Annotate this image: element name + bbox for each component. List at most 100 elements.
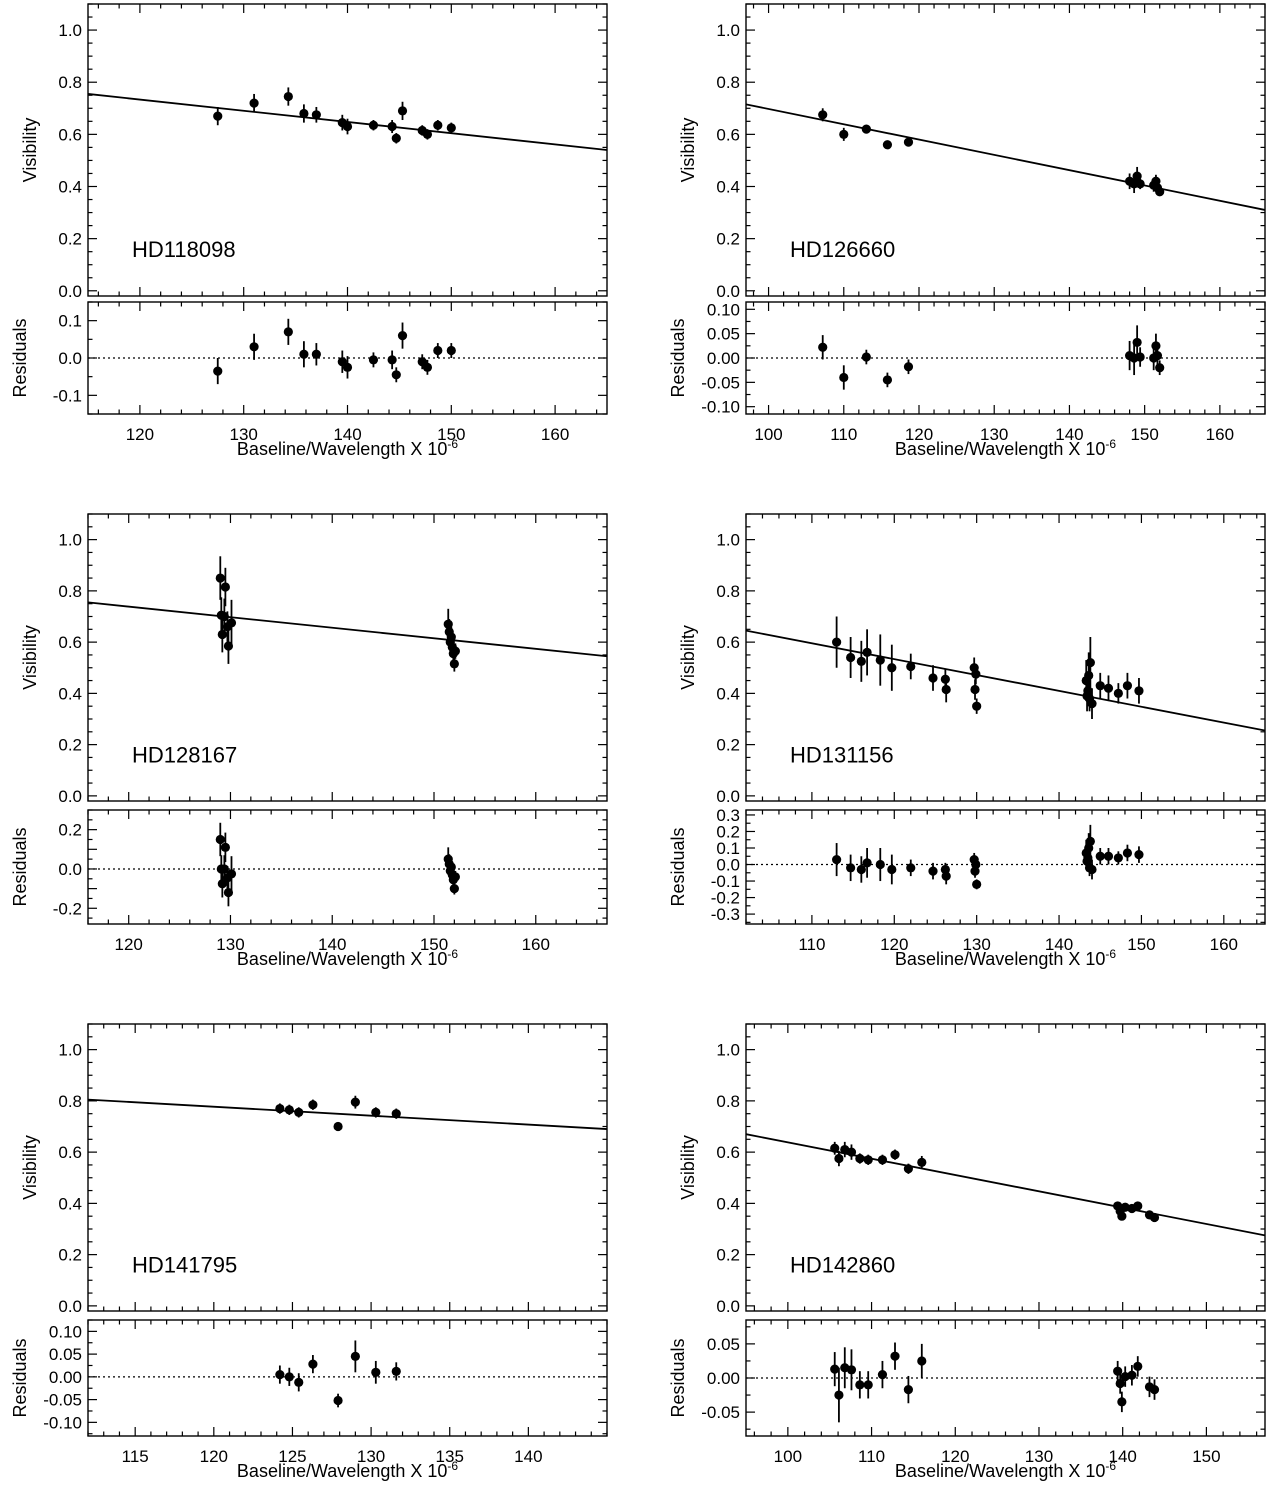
chart-4-top-frame [87, 1023, 608, 1312]
data-point [1127, 1370, 1137, 1380]
chart-1-top-ytick-label: 0.2 [716, 230, 740, 249]
data-point [226, 618, 237, 628]
x-axis-label: Baseline/Wavelength X 10-6 [895, 1459, 1116, 1481]
data-point [433, 345, 443, 356]
x-tick-label: 140 [514, 1447, 542, 1466]
data-point [834, 1153, 844, 1164]
data-point [1095, 851, 1105, 861]
x-tick-label: 140 [1045, 935, 1073, 954]
star-label: HD118098 [132, 237, 236, 262]
x-tick-label: 110 [798, 935, 825, 954]
chart-5-res-ytick-label: 0.05 [707, 1335, 740, 1354]
data-point [1087, 864, 1097, 875]
chart-0-top-plot-area [88, 87, 607, 151]
data-point [882, 375, 893, 385]
data-point [397, 331, 408, 341]
data-point [941, 871, 951, 881]
data-point [890, 1351, 900, 1361]
data-point [839, 129, 849, 139]
data-point [308, 1100, 318, 1110]
fit-line [746, 629, 1265, 732]
data-point [368, 355, 379, 365]
x-tick-label: 150 [437, 425, 465, 444]
fit-line [88, 1098, 607, 1130]
data-point [391, 1366, 401, 1377]
data-point [1135, 179, 1145, 189]
chart-2-top-ylabel: Visibility [20, 625, 40, 690]
data-point [446, 632, 456, 642]
data-point [371, 1107, 381, 1118]
chart-2-res-ylabel: Residuals [10, 827, 30, 906]
data-point [1103, 851, 1114, 861]
x-tick-label: 120 [880, 935, 908, 954]
data-point [971, 859, 981, 870]
x-tick-label: 130 [357, 1447, 385, 1466]
data-point [1135, 352, 1145, 362]
data-point [1151, 341, 1161, 351]
data-point [818, 110, 828, 120]
chart-2-top-ytick-label: 0.4 [58, 684, 82, 703]
chart-2-top-frame [87, 513, 608, 802]
data-point [350, 1097, 360, 1107]
chart-4-res-frame [87, 1319, 608, 1437]
data-point [350, 1351, 360, 1361]
chart-0-res-ytick-label: -0.1 [53, 386, 82, 405]
x-tick-label: 135 [436, 1447, 464, 1466]
data-point [368, 120, 379, 130]
data-point [391, 370, 401, 380]
data-point [311, 110, 321, 120]
chart-5-top-ytick-label: 0.4 [716, 1194, 740, 1213]
data-point [1133, 1361, 1143, 1371]
chart-3-res-ytick-label: -0.2 [711, 889, 740, 908]
data-point [311, 349, 321, 359]
data-point [875, 859, 885, 870]
x-tick-label: 140 [318, 935, 346, 954]
chart-3-top-ytick-label: 0.6 [716, 633, 740, 652]
data-point [863, 1155, 873, 1165]
data-point [299, 108, 309, 119]
data-point [215, 573, 225, 583]
data-point [906, 661, 916, 672]
chart-panel-HD142860: 0.0 0.2 0.4 0.6 0.8 1.0 Visibility HD142860 -0.0… [668, 1023, 1266, 1481]
chart-3-top-frame [745, 513, 1266, 802]
data-point [1095, 681, 1105, 691]
data-point [906, 863, 916, 873]
data-point [1149, 1212, 1160, 1223]
data-point [830, 1364, 840, 1374]
data-point [1122, 848, 1133, 858]
data-point [1113, 688, 1123, 698]
data-point [449, 659, 459, 669]
chart-4-res-ylabel: Residuals [10, 1338, 30, 1417]
data-point [917, 1157, 927, 1167]
x-tick-label: 130 [230, 425, 258, 444]
chart-5-top-ytick-label: 0.8 [716, 1092, 740, 1111]
x-axis-label: Baseline/Wavelength X 10-6 [237, 947, 458, 969]
data-point [283, 91, 293, 102]
chart-2-res-plot-area [88, 822, 607, 907]
chart-1-top-ytick-label: 0.8 [716, 73, 740, 92]
data-point [846, 1147, 857, 1157]
chart-3-top-ytick-label: 0.4 [716, 684, 740, 703]
chart-5-top-ytick-label: 0.6 [716, 1143, 740, 1162]
data-point [877, 1369, 888, 1380]
chart-4-res-ytick-label: 0.00 [49, 1368, 82, 1387]
chart-4-res-ytick-label: 0.10 [49, 1322, 82, 1341]
data-point [342, 362, 353, 372]
chart-5-res-ytick-label: -0.05 [701, 1403, 740, 1422]
x-tick-label: 120 [200, 1447, 228, 1466]
data-point [1122, 681, 1133, 691]
data-point [972, 701, 982, 711]
data-point [422, 362, 433, 372]
chart-1-top-ylabel: Visibility [678, 118, 698, 183]
x-tick-label: 120 [115, 935, 143, 954]
data-point [903, 1385, 913, 1395]
x-tick-label: 115 [122, 1447, 149, 1466]
chart-5-res-plot-area [746, 1342, 1265, 1423]
data-point [846, 1365, 857, 1375]
data-point [839, 372, 849, 383]
data-point [1085, 836, 1095, 846]
data-point [213, 366, 223, 376]
x-tick-label: 140 [1109, 1447, 1137, 1466]
chart-0-top-ylabel: Visibility [20, 118, 40, 183]
